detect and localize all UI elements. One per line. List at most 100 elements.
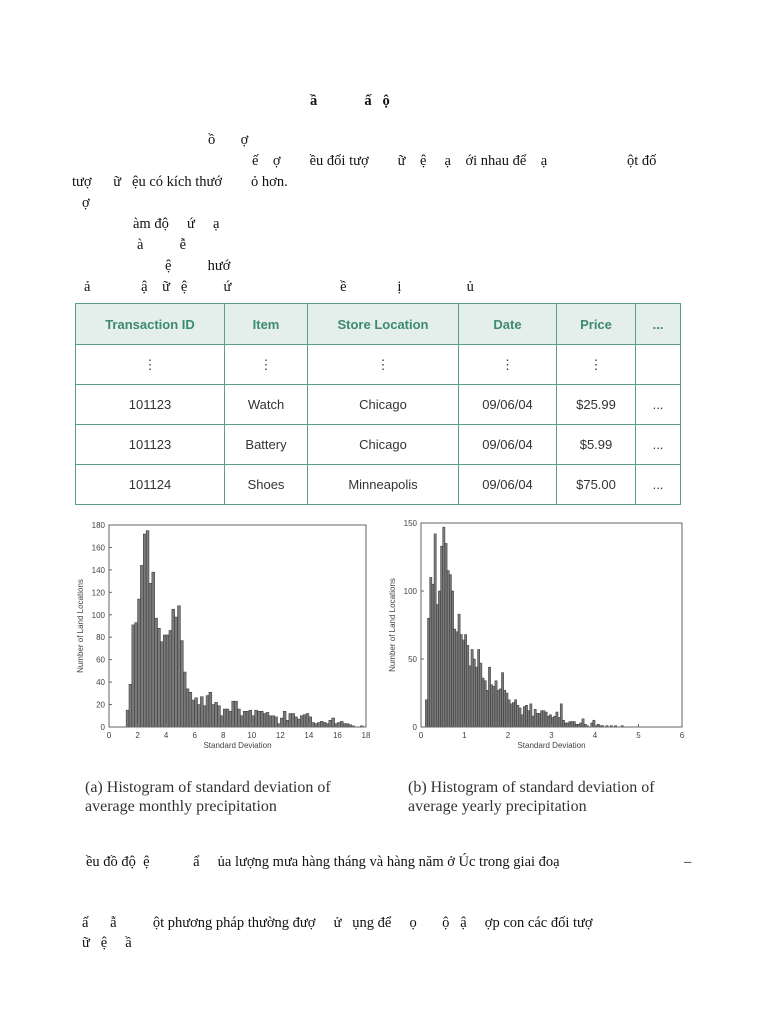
histogram-bar bbox=[194, 697, 198, 728]
histogram-bar bbox=[562, 719, 565, 728]
cell: $75.00 bbox=[556, 464, 636, 505]
histogram-bar bbox=[300, 715, 304, 728]
histogram-bar bbox=[265, 712, 270, 728]
histogram-bar bbox=[459, 634, 463, 728]
table-header-row: Transaction ID Item Store Location Date … bbox=[75, 303, 681, 345]
cell: Shoes bbox=[224, 464, 308, 505]
x-tick-label: 14 bbox=[304, 731, 313, 740]
x-tick-label: 5 bbox=[636, 731, 641, 740]
histogram-bar bbox=[297, 718, 301, 728]
text-line: ấ ẫ ột phương pháp thường đượ ử ụng để ọ… bbox=[82, 915, 593, 931]
text-line: ồ ợ bbox=[208, 132, 249, 148]
cell: Watch bbox=[224, 384, 308, 425]
caption-a-line1: (a) Histogram of standard deviation of bbox=[85, 779, 331, 796]
histogram-bar bbox=[254, 709, 258, 728]
histogram-bar bbox=[234, 700, 238, 728]
histogram-bar bbox=[579, 722, 583, 728]
y-tick-label: 20 bbox=[96, 701, 105, 710]
caption-b-line1: (b) Histogram of standard deviation of bbox=[408, 779, 655, 796]
y-tick-label: 140 bbox=[92, 566, 106, 575]
histogram-bar bbox=[237, 708, 241, 728]
text-line: ệ hướ bbox=[165, 258, 231, 274]
cell: $5.99 bbox=[556, 424, 636, 465]
header-price: Price bbox=[556, 303, 636, 345]
histogram-bar bbox=[512, 702, 515, 728]
histogram-bar bbox=[205, 695, 210, 728]
histogram-bar bbox=[200, 696, 204, 728]
histogram-bar bbox=[568, 721, 572, 728]
cell: ... bbox=[635, 384, 681, 425]
histogram-bar bbox=[128, 684, 133, 728]
histogram-bar bbox=[125, 709, 130, 728]
header-more: ... bbox=[635, 303, 681, 345]
cell: 101123 bbox=[75, 424, 225, 465]
histogram-bar bbox=[214, 702, 218, 728]
histogram-bar bbox=[148, 583, 153, 728]
table-row: ⋮ ⋮ ⋮ ⋮ ⋮ bbox=[75, 344, 681, 385]
histogram-bar bbox=[544, 711, 548, 728]
histogram-bar bbox=[472, 658, 476, 728]
cell: Minneapolis bbox=[307, 464, 459, 505]
histogram-bar bbox=[520, 714, 524, 728]
x-tick-label: 4 bbox=[593, 731, 598, 740]
histogram-bar bbox=[468, 665, 472, 728]
histogram-bar bbox=[429, 577, 433, 728]
x-tick-label: 0 bbox=[107, 731, 112, 740]
x-tick-label: 16 bbox=[333, 731, 342, 740]
histogram-bar bbox=[546, 715, 550, 728]
histogram-bar bbox=[527, 710, 530, 728]
histogram-bar bbox=[274, 716, 278, 728]
histogram-bar bbox=[435, 604, 439, 728]
cell: ⋮ bbox=[556, 344, 636, 385]
histogram-bar bbox=[444, 543, 448, 728]
histogram-bar bbox=[525, 704, 528, 728]
histogram-yearly: 0 1 2 3 4 5 6 0 50 100 150 Standard Deviation Number… bbox=[388, 519, 685, 750]
y-tick-label: 80 bbox=[96, 633, 105, 642]
histogram-bar bbox=[581, 718, 585, 728]
caption-b-line2: average yearly precipitation bbox=[408, 798, 587, 815]
y-tick-label: 0 bbox=[101, 723, 106, 732]
histogram-bar bbox=[311, 722, 315, 728]
x-tick-label: 10 bbox=[247, 731, 256, 740]
header-transaction-id: Transaction ID bbox=[75, 303, 225, 345]
histogram-bar bbox=[499, 688, 502, 728]
histogram-bar bbox=[529, 703, 533, 728]
histogram-bar bbox=[505, 692, 509, 728]
histogram-bar bbox=[134, 622, 138, 728]
histogram-bar bbox=[325, 723, 330, 728]
cell: ⋮ bbox=[224, 344, 308, 385]
histogram-bar bbox=[455, 631, 459, 728]
y-tick-label: 50 bbox=[408, 655, 417, 664]
histogram-bar bbox=[151, 571, 155, 728]
table-row: 101123 Battery Chicago 09/06/04 $5.99... bbox=[75, 424, 681, 465]
histogram-bar bbox=[590, 722, 594, 728]
histogram-bar bbox=[507, 699, 511, 728]
histogram-bar bbox=[145, 530, 150, 728]
histogram-bar bbox=[168, 630, 173, 728]
x-tick-label: 18 bbox=[362, 731, 371, 740]
histogram-bar bbox=[490, 684, 494, 728]
y-tick-label: 100 bbox=[92, 611, 106, 620]
header-item: Item bbox=[224, 303, 308, 345]
cell: Chicago bbox=[307, 424, 459, 465]
x-tick-label: 0 bbox=[419, 731, 424, 740]
y-tick-label: 60 bbox=[96, 656, 105, 665]
y-tick-label: 180 bbox=[92, 521, 106, 530]
histogram-bar bbox=[320, 721, 324, 728]
table-row: 101123 Watch Chicago 09/06/04 $25.99... bbox=[75, 384, 681, 425]
cell: $25.99 bbox=[556, 384, 636, 425]
histogram-bar bbox=[328, 720, 332, 728]
histogram-bar bbox=[570, 721, 574, 728]
histogram-bar bbox=[438, 590, 441, 728]
histogram-bar bbox=[317, 722, 321, 728]
histogram-bar bbox=[137, 598, 141, 728]
histogram-bar bbox=[322, 722, 327, 728]
histogram-bar bbox=[501, 672, 504, 728]
histogram-bar bbox=[488, 666, 491, 728]
histogram-bar bbox=[540, 710, 544, 728]
histogram-bar bbox=[451, 590, 454, 728]
histogram-bar bbox=[464, 634, 467, 728]
histogram-bar bbox=[185, 688, 190, 728]
histogram-bar bbox=[154, 617, 158, 728]
histogram-bar bbox=[555, 711, 559, 728]
